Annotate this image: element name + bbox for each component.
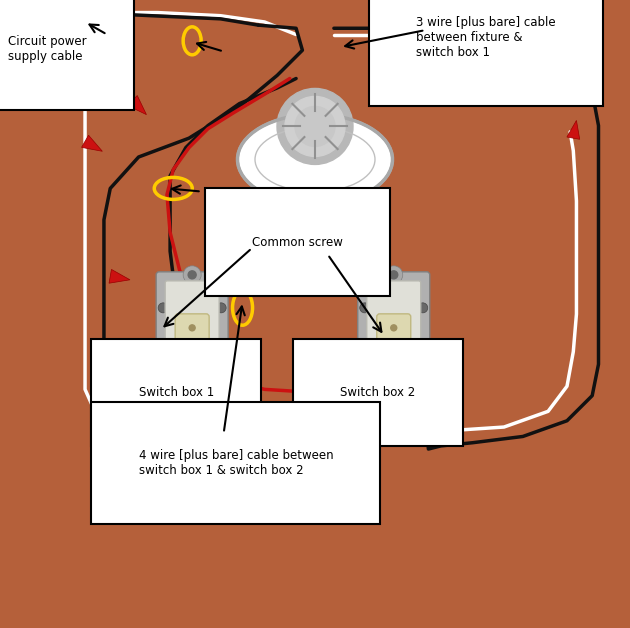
Polygon shape — [81, 60, 102, 76]
Circle shape — [418, 303, 428, 313]
Text: Common screw: Common screw — [252, 236, 343, 249]
FancyBboxPatch shape — [377, 314, 411, 358]
Text: 4 wire [plus bare] cable between
switch box 1 & switch box 2: 4 wire [plus bare] cable between switch … — [139, 449, 333, 477]
Circle shape — [183, 266, 201, 284]
Polygon shape — [567, 121, 580, 139]
Circle shape — [390, 271, 398, 279]
FancyBboxPatch shape — [156, 272, 228, 394]
Circle shape — [418, 353, 428, 363]
Text: Switch box 2: Switch box 2 — [340, 386, 415, 399]
Circle shape — [390, 387, 398, 395]
Circle shape — [188, 271, 196, 279]
Circle shape — [188, 387, 196, 395]
Ellipse shape — [238, 114, 392, 205]
Circle shape — [295, 106, 335, 146]
Circle shape — [216, 353, 226, 363]
Circle shape — [385, 382, 403, 400]
Circle shape — [390, 371, 398, 379]
FancyBboxPatch shape — [175, 314, 209, 358]
FancyBboxPatch shape — [367, 281, 421, 385]
FancyBboxPatch shape — [165, 281, 219, 385]
Circle shape — [391, 325, 397, 331]
Text: Circuit power
supply cable: Circuit power supply cable — [8, 35, 87, 63]
Circle shape — [183, 382, 201, 400]
Circle shape — [285, 97, 345, 156]
Polygon shape — [127, 95, 146, 115]
Circle shape — [189, 325, 195, 331]
FancyBboxPatch shape — [358, 272, 430, 394]
Circle shape — [385, 266, 403, 284]
Circle shape — [216, 303, 226, 313]
Circle shape — [360, 303, 370, 313]
Text: Switch box 1: Switch box 1 — [139, 386, 214, 399]
Polygon shape — [81, 135, 102, 151]
Circle shape — [188, 371, 196, 379]
Circle shape — [277, 89, 353, 165]
Polygon shape — [109, 269, 130, 283]
Circle shape — [360, 353, 370, 363]
Circle shape — [158, 303, 168, 313]
Circle shape — [158, 353, 168, 363]
Text: 3 wire [plus bare] cable
between fixture &
switch box 1: 3 wire [plus bare] cable between fixture… — [416, 16, 556, 58]
